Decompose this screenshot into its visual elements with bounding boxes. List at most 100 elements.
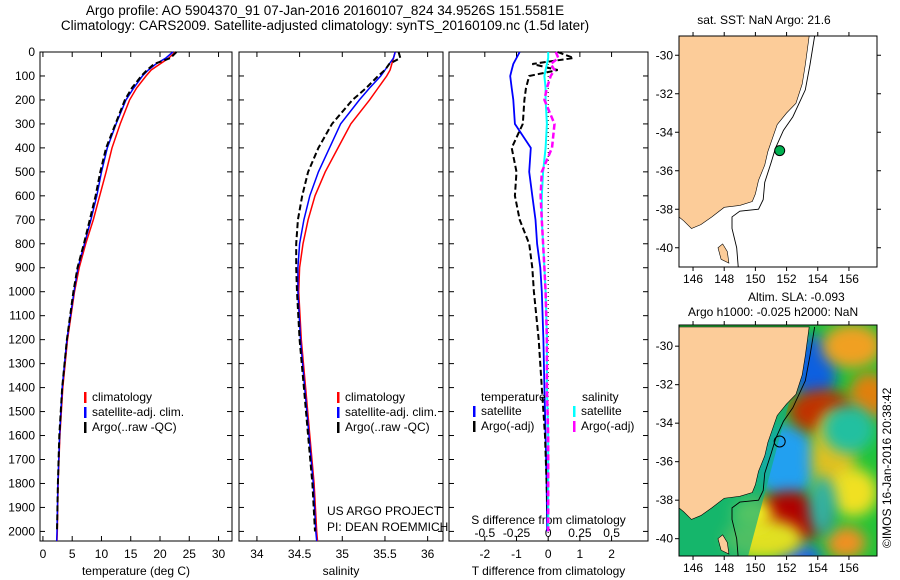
- diff-legend-t-swatch-0: [473, 406, 476, 417]
- diff-legend-t-swatch-1: [473, 421, 476, 432]
- sst_map-frame: [678, 35, 878, 268]
- sla_map-xtick-label: 150: [745, 561, 765, 575]
- s-diff-xtick-label: -0.5: [474, 526, 495, 540]
- salinity-legend-swatch-0: [337, 392, 340, 403]
- diff-series-sargoadj: [539, 51, 560, 532]
- land-island: [717, 243, 730, 264]
- depth-ytick-label: 1300: [8, 357, 35, 371]
- sla_map-xtick-label: 152: [777, 561, 797, 575]
- temperature-xtick-label: 10: [95, 547, 109, 561]
- depth-ytick-label: 1200: [8, 333, 35, 347]
- s-diff-xtick-label: 0.25: [568, 526, 592, 540]
- land-mainland: [679, 326, 810, 520]
- temperature-xlabel: temperature (deg C): [82, 564, 190, 578]
- sla_map-plot-area: [679, 325, 877, 556]
- bathymetry-contour: [731, 36, 816, 267]
- temperature-legend-swatch-2: [84, 422, 87, 433]
- temperature-series-argorawqc: [56, 51, 178, 532]
- depth-ytick-label: 100: [15, 69, 35, 83]
- t-diff-xtick-label: 1: [577, 547, 584, 561]
- salinity-series-climatology: [297, 51, 396, 542]
- temperature-xtick-label: 15: [124, 547, 138, 561]
- t-diff-xtick-label: -1: [511, 547, 522, 561]
- s-diff-xtick-label: 0: [545, 526, 552, 540]
- diff-legend-s-swatch-1: [573, 421, 576, 432]
- sla-anomaly-blob: [822, 325, 877, 369]
- sla-anomaly-blob: [825, 526, 866, 556]
- depth-ytick-label: 1600: [8, 429, 35, 443]
- temperature-legend-label-2: Argo(..raw -QC): [92, 420, 177, 434]
- sla-map-title-line2: Argo h1000: -0.025 h2000: NaN: [688, 305, 858, 319]
- salinity-legend-label-2: Argo(..raw -QC): [345, 420, 430, 434]
- shelf-region: [679, 326, 810, 556]
- depth-ytick-label: 400: [15, 141, 35, 155]
- legend-header-temperature: temperature: [481, 390, 546, 404]
- diff-series-ssatellite: [540, 52, 550, 532]
- sla_map-xtick-label: 146: [683, 561, 703, 575]
- salinity-xlabel: salinity: [323, 564, 360, 578]
- argo-float-position-marker: [773, 435, 786, 448]
- sst_map-xtick-label: 150: [745, 272, 765, 286]
- depth-ytick-label: 600: [15, 189, 35, 203]
- bathymetry-contour: [731, 326, 816, 556]
- land-island: [717, 534, 730, 555]
- argo-float-position-marker: [774, 145, 786, 157]
- sla_map-xtick-label: 156: [839, 561, 859, 575]
- depth-ytick-label: 1900: [8, 500, 35, 514]
- temperature-xtick-label: 20: [153, 547, 167, 561]
- temperature-xtick-label: 0: [40, 547, 47, 561]
- sst_map-xtick-label: 148: [714, 272, 734, 286]
- figure-title-line2: Climatology: CARS2009. Satellite-adjuste…: [60, 18, 590, 33]
- sla_map-ytick-label: -34: [656, 416, 674, 430]
- diff-legend-s-label-1: Argo(-adj): [581, 419, 634, 433]
- sla_map-ytick-label: -32: [656, 378, 674, 392]
- land-mainland: [679, 36, 810, 229]
- salinity-xtick-label: 34.5: [288, 547, 312, 561]
- diff-series-tsatellite: [509, 51, 549, 532]
- temperature-legend-swatch-1: [84, 407, 87, 418]
- temperature-frame: [39, 51, 233, 542]
- project-annotation-line2: PI: DEAN ROEMMICH: [327, 520, 448, 534]
- sla_map-xtick-label: 148: [714, 561, 734, 575]
- legend-header-salinity: salinity: [582, 390, 619, 404]
- sla-anomaly-blob: [822, 404, 875, 453]
- depth-ytick-label: 1000: [8, 285, 35, 299]
- sst_map-ytick-label: -34: [656, 125, 674, 139]
- sla-anomaly-blob: [808, 475, 837, 536]
- depth-ytick-label: 200: [15, 93, 35, 107]
- salinity-series-satelliteadjclim: [297, 51, 396, 542]
- sst_map-ytick-label: -38: [656, 202, 674, 216]
- s-diff-xtick-label: 0.5: [603, 526, 620, 540]
- salinity-xtick-label: 35.5: [373, 547, 397, 561]
- sst_map-xtick-label: 154: [808, 272, 828, 286]
- sst_map-plot-area: [679, 36, 816, 267]
- salinity-series-argorawqc: [295, 51, 402, 532]
- diff-legend-t-label-0: satellite: [481, 404, 522, 418]
- depth-ytick-label: 500: [15, 165, 35, 179]
- imos-credit: ©IMOS 16-Jan-2016 20:38:42: [880, 387, 894, 548]
- temperature-legend-label-1: satellite-adj. clim.: [92, 405, 184, 419]
- depth-ytick-label: 700: [15, 213, 35, 227]
- depth-ytick-label: 1400: [8, 381, 35, 395]
- s-diff-xtick-label: -0.25: [503, 526, 531, 540]
- temperature-xtick-label: 5: [69, 547, 76, 561]
- depth-ytick-label: 0: [28, 45, 35, 59]
- depth-ytick-label: 1800: [8, 476, 35, 490]
- diff-legend-s-swatch-0: [573, 406, 576, 417]
- sla_map-ytick-label: -40: [656, 532, 674, 546]
- sst_map-ytick-label: -30: [656, 48, 674, 62]
- sst_map-xtick-label: 156: [839, 272, 859, 286]
- salinity-legend-label-1: satellite-adj. clim.: [345, 405, 437, 419]
- sst_map-ytick-label: -32: [656, 87, 674, 101]
- depth-ytick-label: 300: [15, 117, 35, 131]
- t-diff-xtick-label: -2: [479, 547, 490, 561]
- sst-map-title: sat. SST: NaN Argo: 21.6: [697, 13, 831, 27]
- sst_map-ytick-label: -40: [656, 241, 674, 255]
- t-diff-xtick-label: 0: [545, 547, 552, 561]
- salinity-legend-swatch-1: [337, 407, 340, 418]
- depth-ytick-label: 800: [15, 237, 35, 251]
- sst_map-xtick-label: 152: [777, 272, 797, 286]
- figure-title-line1: Argo profile: AO 5904370_91 07-Jan-2016 …: [85, 3, 565, 18]
